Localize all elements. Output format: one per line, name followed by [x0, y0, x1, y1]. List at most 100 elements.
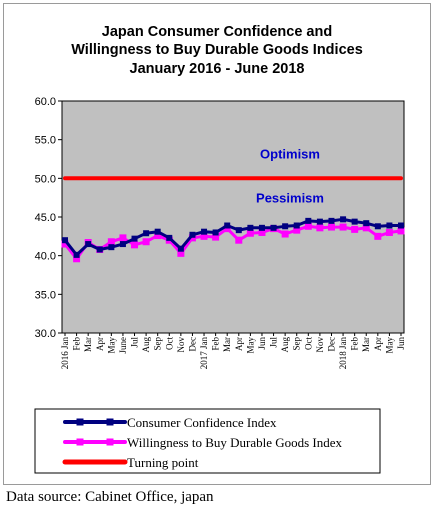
consumer-confidence-point [73, 251, 80, 258]
x-tick-label: Apr [373, 337, 383, 351]
consumer-confidence-point [363, 220, 370, 227]
durable-goods-point [142, 238, 150, 246]
x-tick-label: Aug [280, 337, 290, 353]
consumer-confidence-point [305, 217, 312, 224]
durable-goods-point [397, 227, 405, 235]
durable-goods-point [258, 228, 266, 236]
durable-goods-point [304, 222, 312, 230]
y-tick-label: 60.0 [35, 96, 56, 108]
x-tick-label: Jun [396, 337, 406, 350]
x-tick-label: May [106, 337, 116, 354]
x-tick-label: Nov [176, 337, 186, 353]
plot-area [61, 100, 405, 334]
x-tick-label: Oct [303, 337, 313, 350]
legend-durable-goods-label: Willingness to Buy Durable Goods Index [127, 435, 343, 450]
x-tick-label: Feb [211, 337, 221, 351]
x-tick-label: Jul [269, 337, 279, 348]
x-tick-label: Mar [83, 337, 93, 352]
durable-goods-point [327, 223, 335, 231]
durable-goods-point [73, 255, 81, 263]
y-tick-label: 40.0 [35, 251, 56, 263]
x-tick-label: Jul [130, 337, 140, 348]
x-tick-label: Dec [326, 337, 336, 352]
durable-goods-point [374, 232, 382, 240]
legend-consumer-confidence-label: Consumer Confidence Index [127, 415, 277, 430]
consumer-confidence-point [374, 223, 381, 230]
durable-goods-point [107, 238, 115, 246]
consumer-confidence-point [316, 218, 323, 225]
chart-title-line-2: Willingness to Buy Durable Goods Indices [71, 42, 363, 58]
x-tick-label: 2018 Jan [338, 337, 348, 370]
consumer-confidence-point [386, 222, 393, 229]
durable-goods-point [316, 224, 324, 232]
consumer-confidence-point [398, 222, 404, 229]
consumer-confidence-point [201, 228, 208, 235]
durable-goods-point [293, 226, 301, 234]
chart-title-line-1: Japan Consumer Confidence and [101, 24, 333, 40]
consumer-confidence-point [247, 224, 254, 231]
consumer-confidence-point [351, 218, 358, 225]
consumer-confidence-point [328, 217, 335, 224]
durable-goods-point [200, 232, 208, 240]
consumer-confidence-point [340, 216, 347, 223]
durable-goods-point [177, 249, 185, 257]
legend-durable-goods-swatch-marker [106, 438, 114, 446]
consumer-confidence-point [85, 241, 92, 248]
consumer-confidence-point [96, 246, 103, 253]
consumer-confidence-point [119, 241, 126, 248]
y-tick-label: 45.0 [35, 212, 56, 224]
durable-goods-point [212, 233, 220, 241]
durable-goods-point [61, 240, 69, 248]
x-tick-label: Aug [141, 337, 151, 353]
consumer-confidence-point [62, 237, 68, 244]
consumer-confidence-point [131, 235, 138, 242]
legend-consumer-confidence-swatch-marker [76, 418, 84, 426]
x-tick-label: Sep [153, 337, 163, 351]
durable-goods-point [385, 228, 393, 236]
consumer-confidence-point [235, 227, 242, 234]
legend-turning-point-label: Turning point [127, 455, 199, 470]
x-tick-label: Dec [187, 337, 197, 352]
y-tick-label: 55.0 [35, 135, 56, 147]
x-tick-label: May [384, 337, 394, 354]
consumer-confidence-point [224, 222, 231, 229]
x-tick-label: Oct [164, 337, 174, 350]
durable-goods-point [351, 225, 359, 233]
x-tick-label: Nov [315, 337, 325, 353]
durable-goods-point [246, 229, 254, 237]
x-tick-label: Feb [72, 337, 82, 351]
consumer-confidence-point [189, 231, 196, 238]
durable-goods-point [339, 223, 347, 231]
consumer-confidence-point [143, 230, 150, 237]
consumer-confidence-point [258, 224, 265, 231]
x-tick-label: Sep [292, 337, 302, 351]
consumer-confidence-point [282, 223, 289, 230]
durable-goods-point [235, 236, 243, 244]
durable-goods-point [281, 230, 289, 238]
x-tick-label: 2017 Jan [199, 337, 209, 370]
durable-goods-point [131, 241, 139, 249]
consumer-confidence-point [270, 224, 277, 231]
durable-goods-point [362, 224, 370, 232]
legend-consumer-confidence-swatch-marker [106, 418, 114, 426]
x-tick-label: Jun [257, 337, 267, 350]
x-tick-label: May [245, 337, 255, 354]
y-tick-label: 30.0 [35, 328, 56, 340]
data-source-note: Data source: Cabinet Office, japan [6, 489, 214, 505]
optimism-label: Optimism [260, 147, 320, 162]
consumer-confidence-point [293, 222, 300, 229]
consumer-confidence-point [212, 229, 219, 236]
durable-goods-point [223, 225, 231, 233]
x-tick-label: Mar [361, 337, 371, 352]
chart-title-line-3: January 2016 - June 2018 [129, 61, 305, 77]
consumer-confidence-point [154, 228, 161, 235]
consumer-confidence-point [108, 244, 115, 251]
legend-durable-goods-swatch-marker [76, 438, 84, 446]
pessimism-label: Pessimism [256, 191, 324, 206]
durable-goods-point [188, 234, 196, 242]
x-tick-label: June [118, 337, 128, 354]
x-tick-label: Apr [234, 337, 244, 351]
x-tick-label: Apr [95, 337, 105, 351]
x-tick-label: Feb [350, 337, 360, 351]
